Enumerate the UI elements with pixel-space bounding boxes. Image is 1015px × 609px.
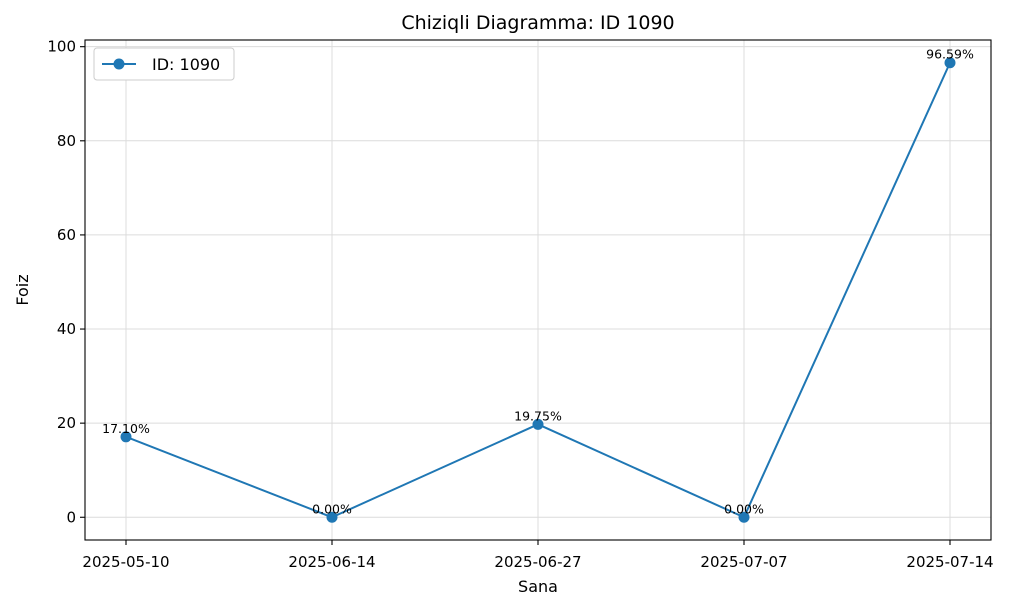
- y-tick-label: 40: [57, 320, 76, 338]
- y-tick-label: 80: [57, 132, 76, 150]
- x-tick-label: 2025-07-07: [700, 553, 787, 571]
- legend-marker-swatch: [113, 58, 125, 70]
- data-point: [326, 511, 338, 523]
- x-axis-label: Sana: [518, 577, 558, 596]
- data-label: 17.10%: [102, 421, 150, 436]
- data-point: [120, 431, 132, 443]
- grid-lines: [85, 40, 991, 540]
- legend-box: [93, 47, 235, 81]
- chart-title: Chiziqli Diagramma: ID 1090: [401, 12, 674, 34]
- data-label: 0.00%: [312, 501, 352, 516]
- x-tick-label: 2025-05-10: [82, 553, 169, 571]
- legend: ID: 1090: [93, 47, 235, 81]
- y-axis-label: Foiz: [13, 274, 32, 305]
- data-label: 19.75%: [514, 408, 562, 423]
- y-tick-label: 20: [57, 414, 76, 432]
- x-tick-label: 2025-06-14: [288, 553, 375, 571]
- x-tick-label: 2025-07-14: [906, 553, 993, 571]
- data-point: [738, 511, 750, 523]
- legend-entry-label: ID: 1090: [152, 55, 220, 74]
- data-point: [944, 57, 956, 69]
- y-tick-label: 0: [66, 508, 76, 526]
- series-layer: 17.10% 0.00% 19.75% 0.00% 96.59%: [102, 47, 974, 523]
- y-tick-label: 60: [57, 226, 76, 244]
- data-label: 96.59%: [926, 47, 974, 62]
- data-label: 0.00%: [724, 501, 764, 516]
- data-point: [532, 418, 544, 430]
- y-tick-label: 100: [47, 38, 76, 56]
- x-tick-label: 2025-06-27: [494, 553, 581, 571]
- axes: 2025-05-10 2025-06-14 2025-06-27 2025-07-07…: [47, 38, 993, 571]
